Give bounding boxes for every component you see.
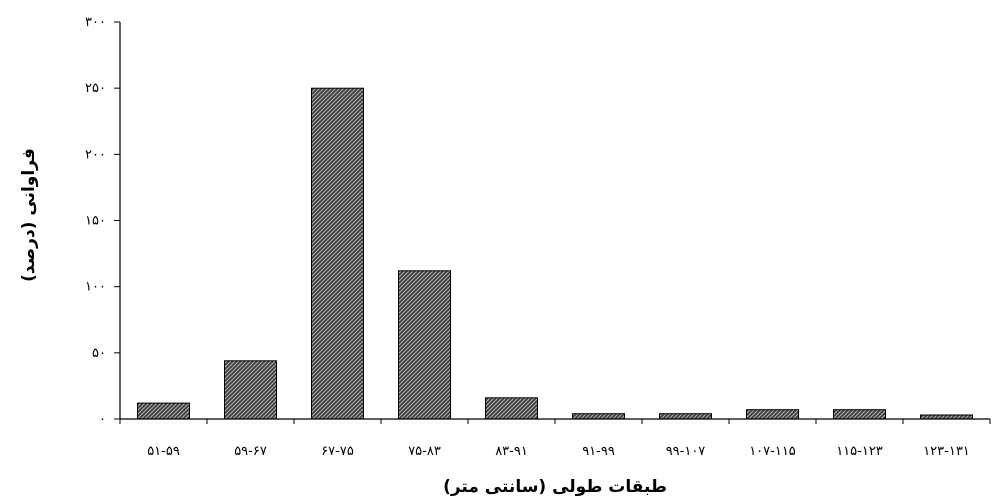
bar-9 (833, 409, 886, 420)
x-tick-label: ۱۱۵-۱۲۳ (836, 444, 883, 459)
x-tick-label: ۶۷-۷۵ (321, 444, 354, 459)
y-tick-label: ۲۰۰ (85, 147, 106, 162)
bars-group (137, 87, 973, 420)
bar-1 (137, 402, 190, 420)
axes-group (114, 21, 991, 424)
bar-5 (485, 397, 538, 420)
bar-4 (398, 270, 451, 420)
bar-6 (572, 413, 625, 420)
y-tick-label: ۰ (99, 412, 106, 427)
bar-3 (311, 87, 364, 420)
y-tick-label: ۱۵۰ (85, 214, 106, 229)
x-tick-label: ۵۱-۵۹ (147, 444, 180, 459)
x-tick-label: ۱۲۳-۱۳۱ (923, 444, 970, 459)
bar-7 (659, 413, 712, 420)
bar-2 (224, 360, 277, 420)
x-tick-label: ۸۳-۹۱ (495, 444, 528, 459)
y-axis-title: فراوانی (درصد) (19, 148, 39, 282)
y-tick-label: ۱۰۰ (85, 280, 106, 295)
x-tick-label: ۹۱-۹۹ (582, 444, 615, 459)
bar-8 (746, 409, 799, 420)
x-tick-label: ۵۹-۶۷ (234, 444, 267, 459)
x-tick-label: ۷۵-۸۳ (408, 444, 441, 459)
y-tick-label: ۵۰ (92, 346, 106, 361)
x-tick-label: ۹۹-۱۰۷ (666, 444, 706, 459)
y-tick-label: ۳۰۰ (85, 15, 106, 30)
labels-group: ۰ ۵۰ ۱۰۰ ۱۵۰ ۲۰۰ ۲۵۰ ۳۰۰ ۵۱-۵۹ ۵۹-۶۷ ۶۷-۷۵ ۷۵-۸۳ ۸۳… (19, 15, 970, 497)
x-tick-label: ۱۰۷-۱۱۵ (749, 444, 796, 459)
x-axis-title: طبقات طولی (سانتی متر) (443, 477, 667, 497)
y-tick-label: ۲۵۰ (85, 81, 106, 96)
